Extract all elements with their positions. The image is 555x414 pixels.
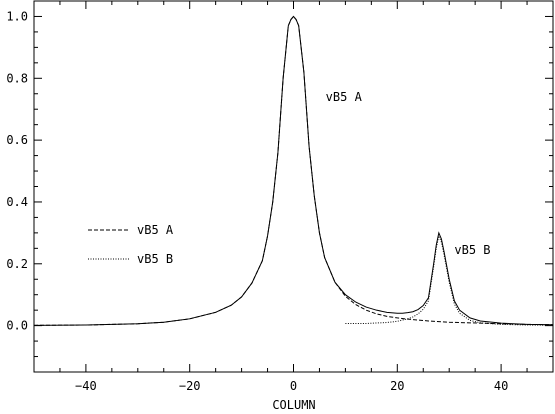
series-line-dotted (345, 234, 554, 326)
y-tick-label: 0.8 (6, 71, 28, 85)
x-tick-label: −20 (179, 379, 201, 393)
x-tick-label: −40 (75, 379, 97, 393)
series-line-dashed (33, 15, 554, 326)
legend-label: vB5 B (137, 252, 173, 266)
x-axis-ticks: −40 −20 0 20 40 (33, 1, 554, 393)
y-tick-label: 0.4 (6, 195, 28, 209)
x-axis-label: COLUMN (272, 398, 315, 412)
legend: vB5 A vB5 B (88, 223, 174, 266)
series-layer (33, 15, 554, 326)
y-tick-label: 0.2 (6, 257, 28, 271)
plot-frame (33, 0, 554, 373)
y-tick-label: 0.6 (6, 133, 28, 147)
y-tick-label: 1.0 (6, 9, 28, 23)
legend-label: vB5 A (137, 223, 174, 237)
y-tick-label: 0.0 (6, 319, 28, 333)
x-tick-label: 20 (390, 379, 404, 393)
annotation-label: vB5 A (326, 90, 363, 104)
x-tick-label: 40 (494, 379, 508, 393)
annotation-label: vB5 B (454, 243, 490, 257)
annotations: vB5 A vB5 B (326, 90, 491, 257)
y-axis-ticks: 0.0 0.2 0.4 0.6 0.8 1.0 (6, 0, 553, 373)
x-tick-label: 0 (290, 379, 297, 393)
series-line-solid (33, 15, 554, 326)
